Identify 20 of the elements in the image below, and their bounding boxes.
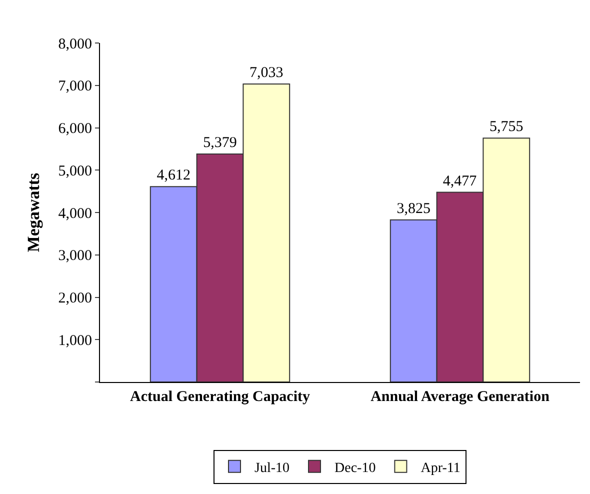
data-label: 3,825: [396, 200, 430, 217]
y-tick-label: 5,000: [58, 163, 92, 180]
y-tick-label: 7,000: [58, 78, 92, 95]
data-label: 4,477: [442, 173, 478, 190]
legend-label: Dec-10: [334, 460, 376, 476]
legend-label: Apr-11: [420, 460, 460, 476]
y-tick-label: 6,000: [58, 121, 92, 137]
data-label: 5,379: [203, 135, 237, 152]
x-tick-label: Actual Generating Capacity: [130, 389, 310, 405]
data-label: 5,755: [490, 119, 524, 136]
data-label: 7,033: [250, 64, 284, 81]
x-tick-label: Annual Average Generation: [370, 389, 550, 405]
y-tick-label: 4,000: [58, 206, 92, 222]
y-tick-label: 8,000: [58, 36, 92, 52]
y-tick-label: 3,000: [58, 248, 92, 264]
y-axis-title: Megawatts: [24, 172, 43, 252]
legend-label: Jul-10: [254, 460, 290, 476]
y-tick-label: 2,000: [58, 290, 92, 306]
data-label: 4,612: [156, 168, 190, 184]
y-tick-label: 1,000: [58, 332, 92, 349]
